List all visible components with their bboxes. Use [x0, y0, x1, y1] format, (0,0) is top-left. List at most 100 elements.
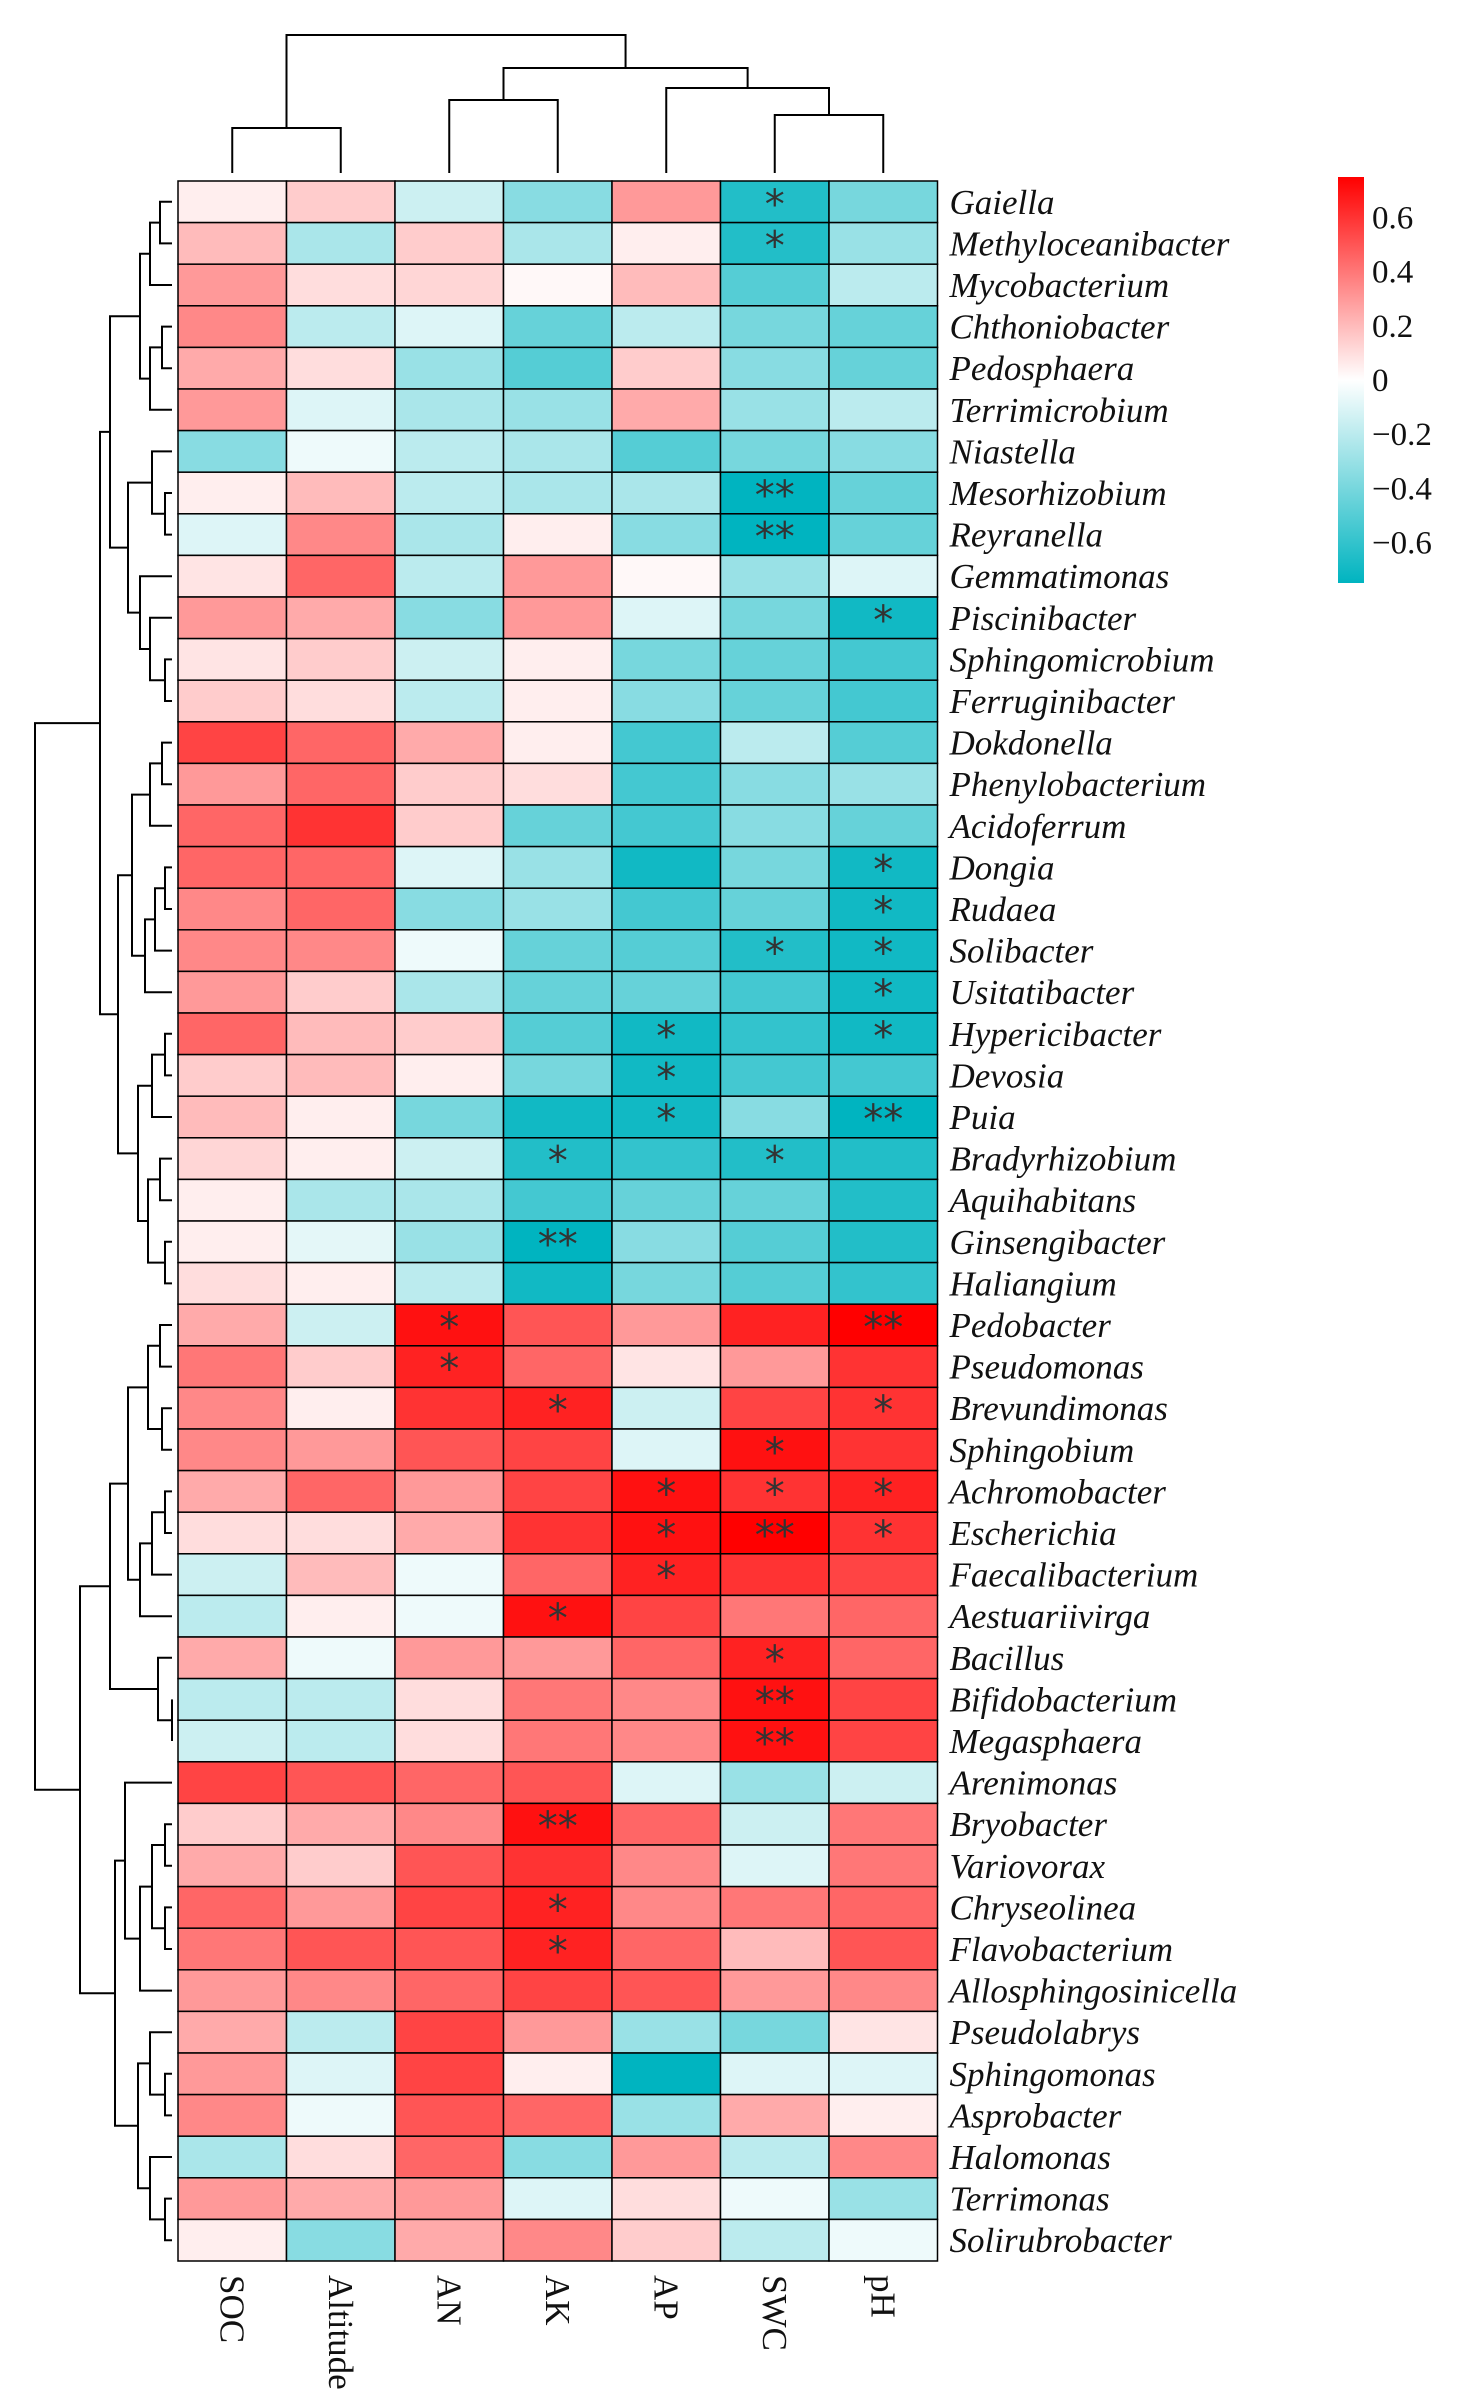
dendrogram-branch — [145, 919, 172, 992]
dendrogram-branch — [165, 1034, 172, 1076]
colorbar-tick-label: −0.6 — [1372, 525, 1432, 561]
dendrogram-branch — [165, 1242, 172, 1284]
row-label: Rudaea — [949, 890, 1057, 929]
row-label: Sphingomonas — [950, 2055, 1156, 2094]
heatmap-cell — [504, 2136, 613, 2178]
heatmap-cell — [178, 722, 287, 764]
heatmap-cell — [178, 1554, 287, 1596]
row-label: Pseudomonas — [949, 1348, 1144, 1387]
heatmap-cell — [721, 2095, 830, 2137]
heatmap-cell — [287, 639, 396, 681]
heatmap-cell — [504, 2178, 613, 2220]
row-label: Achromobacter — [948, 1472, 1167, 1511]
row-label: Pedobacter — [949, 1306, 1112, 1345]
heatmap-cell — [287, 2136, 396, 2178]
heatmap-cell — [829, 1637, 938, 1679]
heatmap-cell — [287, 1887, 396, 1929]
dendrogram-branch — [150, 2157, 172, 2219]
heatmap-cell — [178, 472, 287, 514]
heatmap-cell — [395, 306, 504, 348]
heatmap-cell — [395, 472, 504, 514]
heatmap-cell — [395, 181, 504, 223]
row-label: Mycobacterium — [949, 266, 1170, 305]
dendrogram-branch — [155, 888, 172, 950]
heatmap-cell — [178, 1179, 287, 1221]
heatmap-cell — [178, 597, 287, 639]
heatmap-cell — [504, 1346, 613, 1388]
significance-mark: * — [765, 1638, 785, 1684]
heatmap-cell — [612, 1221, 721, 1263]
heatmap-cell — [504, 680, 613, 722]
heatmap-cell — [287, 431, 396, 473]
heatmap-cell — [612, 306, 721, 348]
significance-mark: ** — [755, 1513, 795, 1559]
heatmap-cell — [395, 347, 504, 389]
colorbar-tick-label: 0 — [1372, 363, 1389, 399]
heatmap-cell — [829, 1762, 938, 1804]
heatmap-cell — [829, 680, 938, 722]
heatmap-cell — [287, 1055, 396, 1097]
heatmap-cell — [287, 1221, 396, 1263]
heatmap-cell — [721, 389, 830, 431]
heatmap-cell — [287, 1637, 396, 1679]
heatmap-cell — [178, 888, 287, 930]
row-label: Terrimicrobium — [950, 391, 1169, 430]
significance-mark: * — [873, 1388, 893, 1434]
heatmap-cell — [287, 722, 396, 764]
heatmap-cell — [395, 2053, 504, 2095]
dendrogram-branch — [35, 723, 100, 1790]
heatmap-cell — [395, 847, 504, 889]
heatmap-cell — [612, 1720, 721, 1762]
significance-mark: * — [873, 972, 893, 1018]
heatmap-cell — [287, 1679, 396, 1721]
heatmap-cell — [178, 223, 287, 265]
heatmap-cell — [178, 389, 287, 431]
heatmap-cell — [829, 1263, 938, 1305]
heatmap-cell — [178, 514, 287, 556]
row-label: Brevundimonas — [950, 1389, 1168, 1428]
row-label: Mesorhizobium — [949, 474, 1167, 513]
heatmap-cell — [504, 555, 613, 597]
heatmap-cell — [721, 722, 830, 764]
dendrogram-branch — [158, 1658, 172, 1720]
row-label: Gaiella — [950, 183, 1055, 222]
heatmap-cell — [504, 1013, 613, 1055]
heatmap-figure: ********** *** *** *** **** **** *** * ** ** *****… — [0, 0, 1469, 2403]
heatmap-cell — [829, 1679, 938, 1721]
heatmap-cell — [504, 722, 613, 764]
heatmap-cell — [829, 2219, 938, 2261]
row-label: Methyloceanibacter — [949, 224, 1230, 263]
heatmap-cell — [395, 1387, 504, 1429]
heatmap-cell — [287, 1471, 396, 1513]
heatmap-cell — [504, 2011, 613, 2053]
heatmap-cell — [504, 971, 613, 1013]
heatmap-cell — [178, 1970, 287, 2012]
heatmap-cell — [721, 1887, 830, 1929]
heatmap-cell — [829, 1845, 938, 1887]
heatmap-cell — [612, 264, 721, 306]
heatmap-cell — [178, 1387, 287, 1429]
heatmap-cell — [612, 971, 721, 1013]
heatmap-cell — [395, 597, 504, 639]
heatmap-cell — [287, 2219, 396, 2261]
heatmap-cell — [287, 306, 396, 348]
heatmap-cell — [829, 306, 938, 348]
dendrogram-branch — [152, 1055, 172, 1117]
row-label: Bradyrhizobium — [950, 1140, 1177, 1179]
heatmap-cell — [178, 847, 287, 889]
heatmap-cell — [504, 223, 613, 265]
heatmap-cell — [395, 1055, 504, 1097]
heatmap-cell — [504, 431, 613, 473]
dendrogram-branch — [162, 327, 172, 369]
row-label: Devosia — [949, 1056, 1065, 1095]
significance-mark: * — [548, 1388, 568, 1434]
dendrogram-branch — [775, 115, 884, 173]
heatmap-cell — [178, 1221, 287, 1263]
dendrogram-branch — [666, 88, 829, 173]
heatmap-cell — [504, 1512, 613, 1554]
heatmap-cell — [395, 1429, 504, 1471]
dendrogram-branch — [165, 1824, 172, 1866]
heatmap-cell — [395, 1263, 504, 1305]
heatmap-cell — [178, 1138, 287, 1180]
heatmap-cell — [829, 1970, 938, 2012]
